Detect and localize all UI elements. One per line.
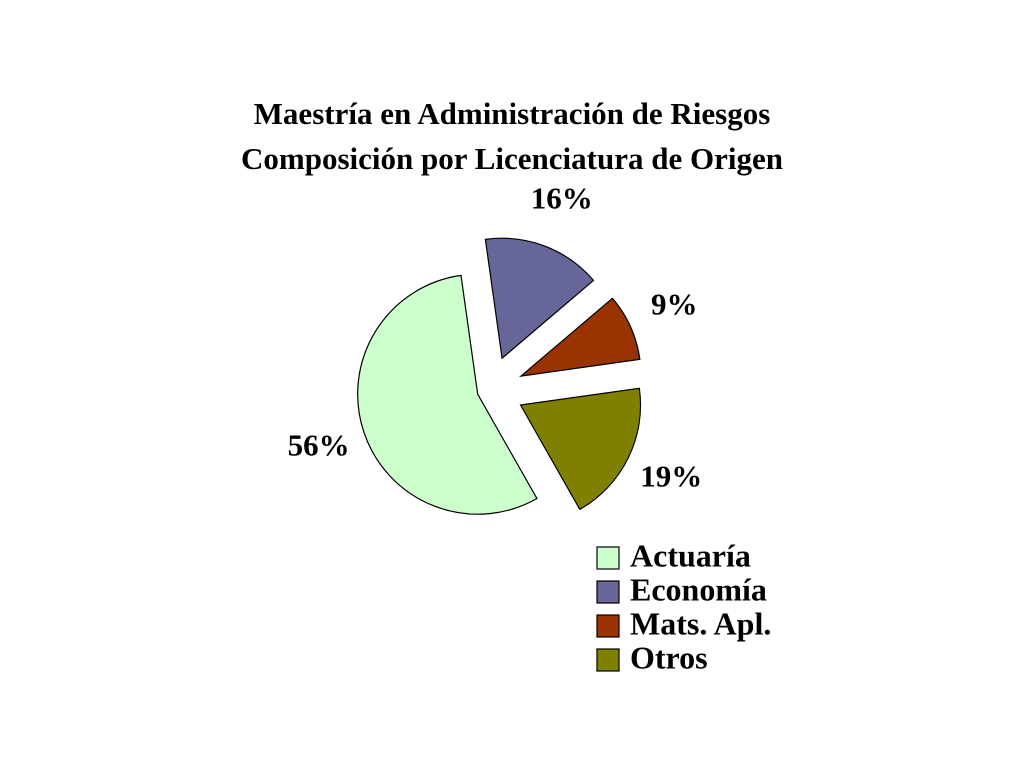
pie-slice bbox=[484, 237, 595, 360]
pie-slice bbox=[519, 387, 642, 511]
data-label: 19% bbox=[640, 458, 702, 493]
legend-label: Mats. Apl. bbox=[630, 605, 771, 641]
legend-label: Economía bbox=[630, 571, 767, 607]
data-label: 16% bbox=[531, 180, 593, 215]
pie-slice bbox=[357, 274, 538, 515]
legend-swatch bbox=[596, 614, 620, 638]
chart-title: Composición por Licenciatura de Origen bbox=[241, 141, 783, 176]
legend-swatch bbox=[596, 546, 620, 570]
legend-label: Otros bbox=[630, 639, 708, 675]
chart-title: Maestría en Administración de Riesgos bbox=[254, 96, 771, 131]
data-label: 56% bbox=[288, 427, 350, 462]
pie-slice bbox=[519, 297, 641, 377]
legend-swatch bbox=[596, 648, 620, 672]
legend-label: Actuaría bbox=[630, 537, 751, 573]
legend-swatch bbox=[596, 580, 620, 604]
data-label: 9% bbox=[651, 286, 698, 321]
